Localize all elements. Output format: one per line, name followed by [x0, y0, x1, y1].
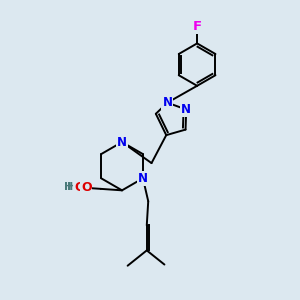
Text: N: N — [138, 172, 148, 185]
Text: F: F — [193, 20, 202, 33]
Text: O: O — [81, 181, 92, 194]
Text: H: H — [64, 182, 73, 192]
Text: N: N — [117, 136, 127, 148]
Text: O: O — [74, 181, 85, 194]
Text: H: H — [67, 182, 76, 192]
Text: N: N — [181, 103, 191, 116]
Text: N: N — [162, 96, 172, 109]
